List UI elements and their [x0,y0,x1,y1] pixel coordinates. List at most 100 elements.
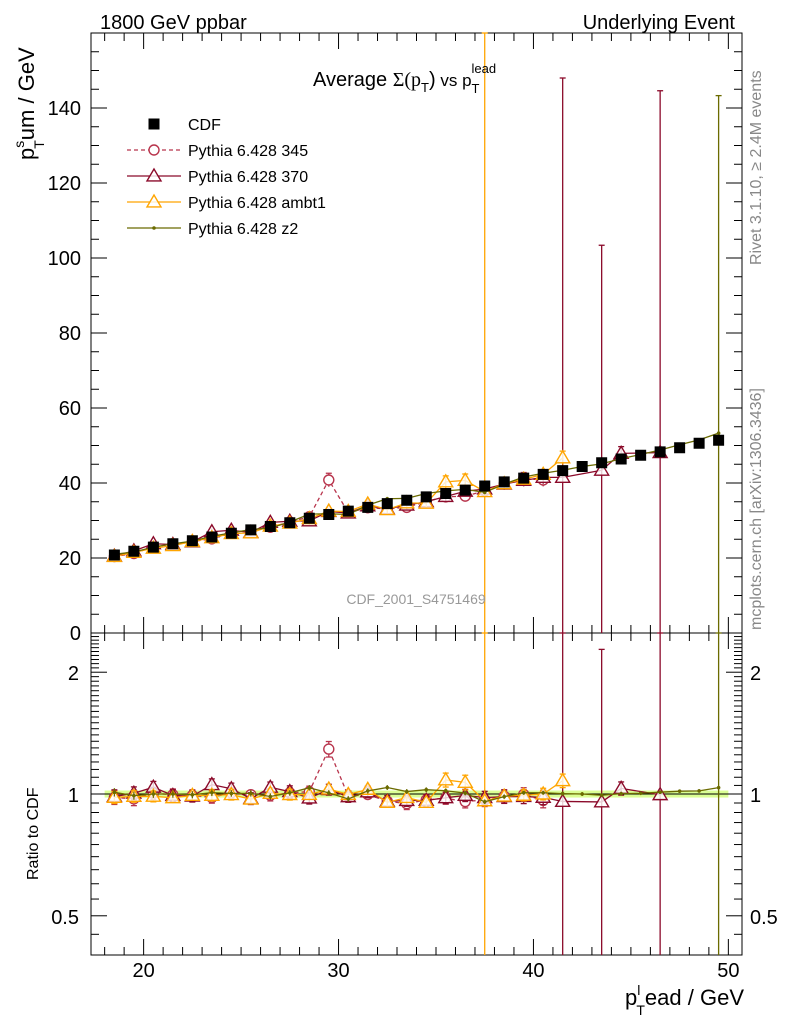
ratio-point [437,771,454,786]
legend-label: Pythia 6.428 ambt1 [188,195,326,212]
data-point [713,434,725,446]
ratio-point [457,774,474,789]
data-point [323,509,335,520]
ratio-point [385,785,390,790]
ratio-series-group [106,632,722,955]
series-cdf [108,434,725,561]
data-point [557,465,569,477]
ratio-point [521,790,526,795]
ratio-y-axis-label: Ratio to CDF [25,787,42,880]
legend-marker [152,226,156,230]
ratio-point [418,794,435,809]
ratio-point [463,791,468,795]
data-point [593,461,610,476]
data-point [264,521,276,532]
ratio-y-tick-label: 2 [750,663,761,685]
legend-marker [148,118,160,130]
ratio-y-tick-label: 1 [68,785,79,807]
data-point [554,449,571,464]
ratio-point [677,789,682,793]
data-point [654,446,666,458]
data-point [147,541,159,553]
ratio-point [242,790,260,805]
y-tick-label: 20 [59,548,81,570]
x-tick-label: 50 [717,960,739,982]
data-point [167,538,179,550]
data-point [186,535,198,547]
legend: CDF Pythia 6.428 345 Pythia 6.428 370 Pythi… [127,117,326,238]
ratio-point [599,793,604,797]
ratio-point [580,792,584,796]
ratio-y-tick-label: 0.5 [750,907,778,929]
ratio-point [229,791,234,796]
data-point [716,431,721,435]
ratio-y-tick-label: 0.5 [51,907,79,929]
main-series-group [106,32,725,633]
y-tick-label: 140 [48,98,81,120]
ratio-point [619,791,623,796]
ratio-point [638,791,643,796]
data-point [537,468,549,480]
x-tick-label: 30 [327,960,349,982]
ratio-point [697,789,701,793]
ratio-point [307,785,312,790]
data-point [459,484,471,496]
ratio-point [658,790,662,794]
legend-label: Pythia 6.428 z2 [188,221,298,238]
mcplots-label: mcplots.cern.ch [arXiv:1306.3436] [748,388,765,630]
y-tick-label: 0 [70,623,81,645]
ratio-point [398,789,415,804]
ratio-point [346,797,351,801]
data-point [576,461,588,472]
data-point [674,442,686,454]
ratio-point [171,792,175,796]
data-point [225,527,237,539]
data-point [108,549,120,561]
analysis-watermark: CDF_2001_S4751469 [346,591,486,607]
ratio-axis-ticks: 0.5 0.5 1 1 2 2 [51,632,778,935]
ratio-point [612,780,630,795]
x-axis-label: pl Tead / GeV [625,982,744,1018]
ratio-point [437,789,454,804]
legend-label: Pythia 6.428 345 [188,143,308,160]
ratio-point [323,743,335,755]
data-point [596,457,608,469]
main-axis-ticks: 0 20 40 60 80 100 120 140 20 30 40 50 [48,32,742,982]
ratio-point [554,772,571,787]
legend-label: CDF [188,117,221,134]
ratio-point [268,794,273,799]
data-point [284,517,296,529]
series-pythia-6-428-370 [106,77,669,633]
header-left: 1800 GeV ppbar [100,12,247,34]
ratio-series-line [114,747,544,805]
main-y-axis-label: ps Tum / GeV [11,47,47,160]
data-point [245,524,257,536]
ratio-point [288,791,292,795]
data-point [693,437,705,449]
y-tick-label: 60 [59,398,81,420]
ratio-point [404,789,409,794]
y-tick-label: 80 [59,323,81,345]
data-point [437,473,454,488]
legend-label: Pythia 6.428 370 [188,169,308,186]
data-point [479,480,491,492]
data-point [615,453,627,465]
data-point [554,468,571,483]
ratio-point [365,789,370,793]
ratio-series-pythia-6-428-z2 [112,632,722,955]
data-point [323,474,335,486]
ratio-point [560,791,565,796]
y-tick-label: 40 [59,473,81,495]
ratio-point [249,791,253,796]
ratio-y-tick-label: 1 [750,785,761,807]
ratio-point [210,790,214,795]
y-tick-label: 120 [48,173,81,195]
chart-title: Average Σ(pT) vs pTlead [313,61,496,96]
data-point [518,472,530,484]
header-right: Underlying Event [583,12,736,34]
legend-marker [145,193,163,208]
series-line [114,457,564,558]
ratio-point [716,785,721,790]
data-point [128,545,140,557]
